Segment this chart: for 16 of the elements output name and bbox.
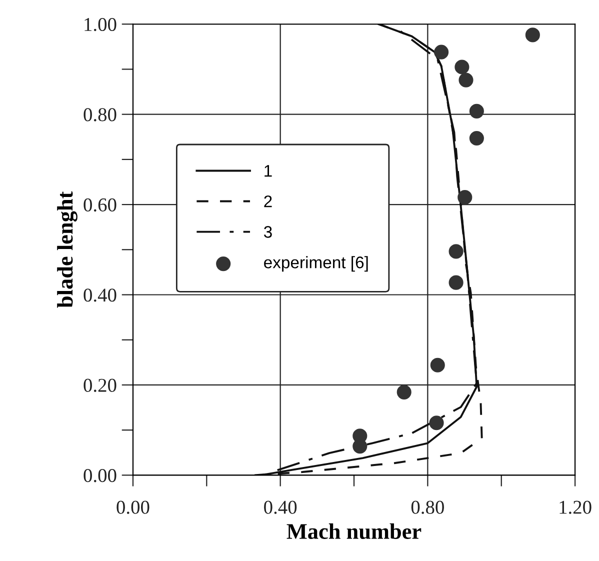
- y-tick-label: 0.00: [84, 468, 116, 482]
- legend-label: 3: [264, 226, 272, 238]
- x-axis-title: Mach number: [286, 523, 422, 540]
- x-tick-label: 0.80: [411, 500, 444, 514]
- y-tick-label: 0.60: [84, 198, 116, 212]
- legend-label: 1: [264, 165, 272, 177]
- legend-label: 2: [264, 195, 272, 208]
- legend-label: experiment [6]: [264, 256, 368, 272]
- y-tick-label: 0.40: [84, 288, 116, 302]
- x-tick-label: 0.00: [116, 500, 150, 514]
- x-tick-label: 1.20: [560, 500, 592, 514]
- y-tick-label: 0.80: [84, 108, 116, 122]
- y-tick-label: 0.20: [84, 378, 116, 392]
- y-axis-title: blade lenght: [57, 191, 78, 308]
- y-tick-label: 1.00: [84, 18, 116, 32]
- x-tick-label: 0.40: [264, 500, 297, 514]
